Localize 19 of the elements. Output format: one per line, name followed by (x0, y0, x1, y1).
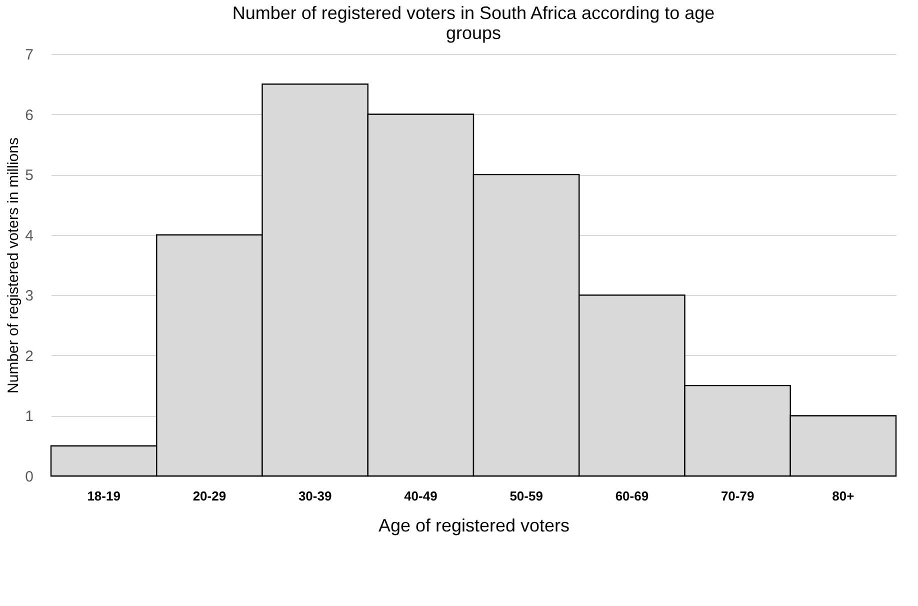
y-tick-label: 1 (25, 408, 34, 426)
x-tick-label: 20-29 (192, 488, 226, 504)
x-tick-label: 50-59 (510, 488, 543, 504)
x-tick-label: 80+ (832, 488, 855, 504)
y-tick-label: 4 (25, 227, 34, 244)
x-tick-label: 30-39 (298, 488, 332, 504)
x-tick-label: 40-49 (404, 488, 438, 504)
chart-title: Number of registered voters in South Africa according to age groups (232, 3, 715, 43)
y-tick-label: 2 (25, 348, 34, 365)
y-tick-label: 5 (25, 167, 34, 184)
x-axis-title: Age of registered voters (378, 516, 570, 536)
y-tick-label: 7 (25, 46, 34, 64)
x-tick-label: 70-79 (720, 488, 754, 504)
y-tick-label: 0 (25, 468, 34, 486)
x-tick-label: 60-69 (615, 488, 649, 504)
x-tick-label: 18-19 (87, 488, 120, 504)
y-tick-label: 3 (25, 288, 34, 305)
y-tick-label: 6 (25, 106, 34, 124)
y-axis-title: Number of registered voters in millions (5, 138, 22, 394)
